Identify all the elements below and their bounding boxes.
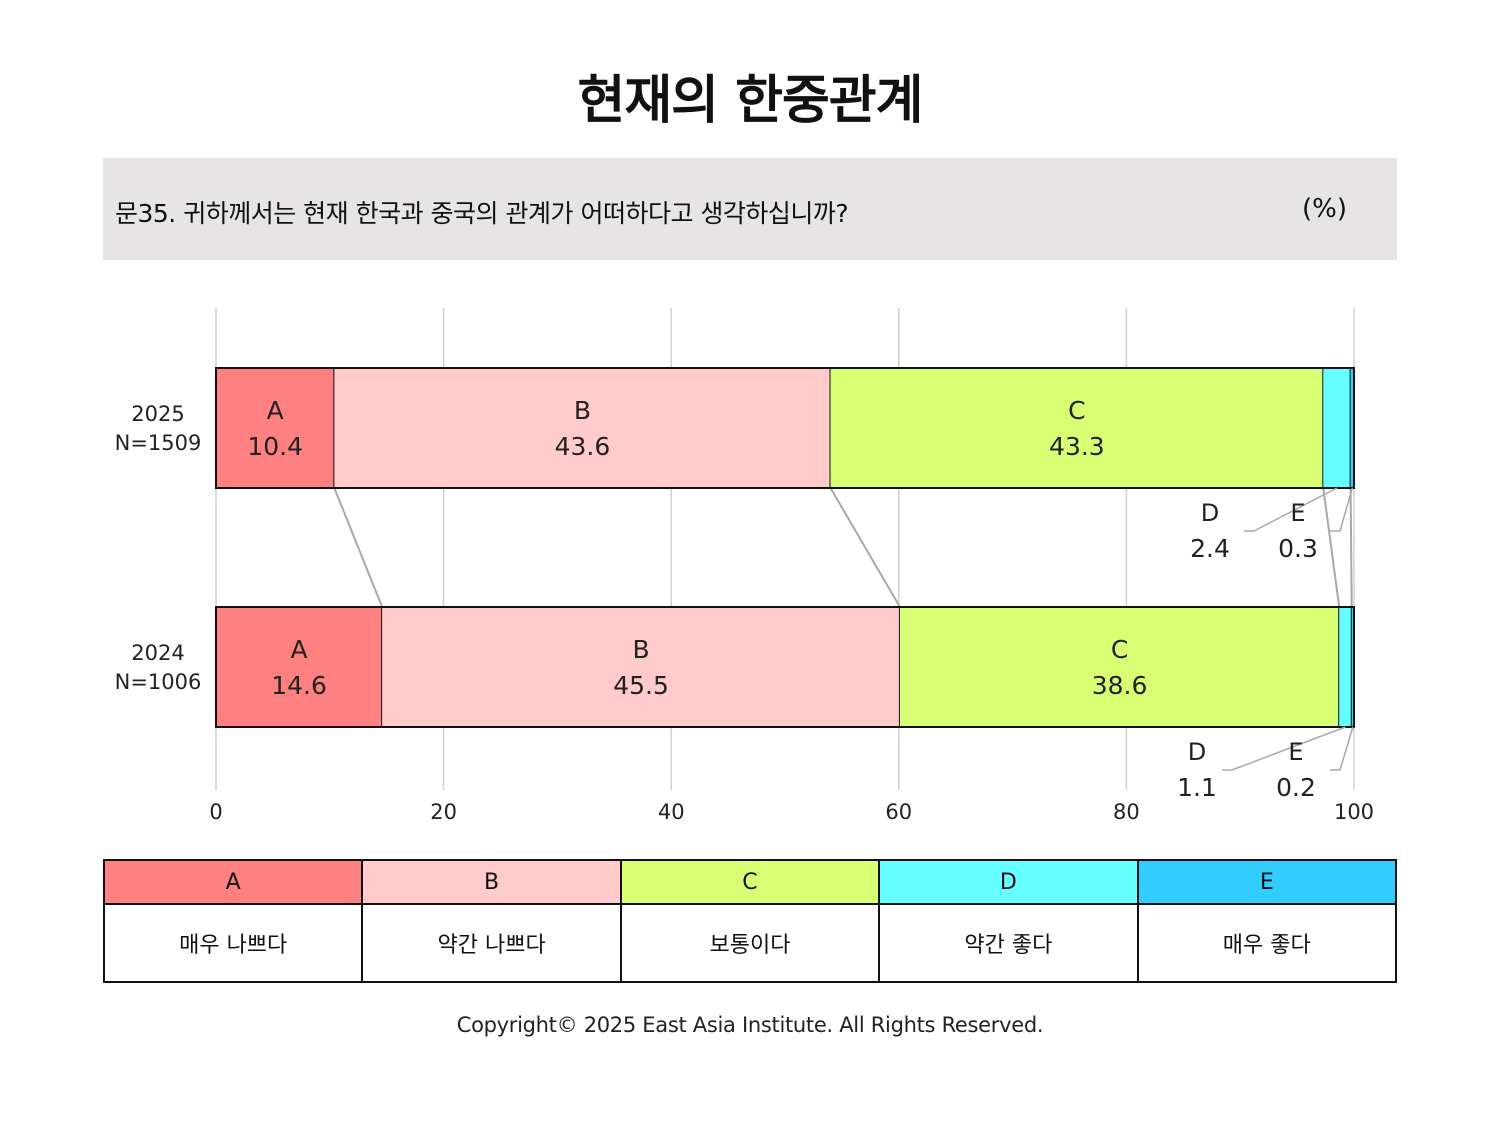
- legend-label-c: 보통이다: [619, 903, 881, 983]
- legend-label-d: 약간 좋다: [878, 903, 1139, 983]
- x-tick-label: 60: [885, 800, 912, 824]
- data-label: 43.6: [555, 432, 611, 461]
- callout-value-label: 1.1: [1177, 773, 1217, 802]
- segment-name-label: B: [632, 635, 649, 664]
- bar-segment: [1350, 368, 1354, 488]
- callout-value-label: 2.4: [1190, 534, 1230, 563]
- segment-name-label: A: [291, 635, 308, 664]
- bar-segment: [899, 607, 1340, 727]
- bar-segment: [216, 607, 383, 727]
- category-year-label: 2025: [131, 402, 184, 426]
- x-tick-label: 20: [430, 800, 457, 824]
- data-label: 14.6: [271, 671, 327, 700]
- bar-segment: [1323, 368, 1351, 488]
- callout-line: [1330, 487, 1354, 532]
- connector-line: [1349, 487, 1353, 608]
- bar-segment: [1339, 607, 1352, 727]
- segment-name-label: C: [1068, 396, 1085, 425]
- connector-line: [829, 487, 901, 608]
- callout-line: [1330, 726, 1354, 771]
- segment-name-label: C: [1111, 635, 1128, 664]
- connector-line: [333, 487, 384, 608]
- callout-value-label: 0.2: [1276, 773, 1316, 802]
- data-label: 38.6: [1092, 671, 1148, 700]
- x-tick-label: 0: [209, 800, 222, 824]
- legend-code-c: C: [619, 859, 881, 905]
- legend-code-b: B: [361, 859, 622, 905]
- chart-title: 현재의 한중관계: [577, 71, 924, 131]
- legend-code-e: E: [1136, 859, 1398, 905]
- legend-label-a: 매우 나쁘다: [102, 903, 364, 983]
- callout-name-label: E: [1290, 499, 1305, 527]
- category-n-label: N=1006: [115, 670, 202, 694]
- segment-name-label: B: [574, 396, 591, 425]
- x-tick-label: 40: [658, 800, 685, 824]
- legend-code-a: A: [102, 859, 364, 905]
- x-tick-label: 100: [1334, 800, 1374, 824]
- data-label: 43.3: [1049, 432, 1105, 461]
- data-label: 10.4: [247, 432, 303, 461]
- segment-name-label: A: [267, 396, 284, 425]
- legend-label-e: 매우 좋다: [1136, 903, 1398, 983]
- data-label: 45.5: [613, 671, 669, 700]
- callout-value-label: 0.3: [1278, 534, 1318, 563]
- callout-line: [1222, 726, 1346, 771]
- bar-outline: [215, 367, 1355, 489]
- callout-name-label: E: [1288, 738, 1303, 766]
- category-year-label: 2024: [131, 641, 184, 665]
- bar-segment: [216, 368, 335, 488]
- unit-label: (%): [1302, 194, 1347, 224]
- bar-segment: [334, 368, 831, 488]
- legend-table: A B C D E 매우 나쁘다 약간 나쁘다 보통이다 약간 좋다 매우 좋다: [102, 859, 1398, 983]
- question-box: 문35. 귀하께서는 현재 한국과 중국의 관계가 어떠하다고 생각하십니까? …: [103, 158, 1397, 260]
- legend-label-b: 약간 나쁘다: [361, 903, 622, 983]
- bar-segment: [1351, 607, 1354, 727]
- legend-code-d: D: [878, 859, 1139, 905]
- copyright-text: Copyright© 2025 East Asia Institute. All…: [456, 1013, 1044, 1037]
- connector-line: [1322, 487, 1341, 608]
- question-text: 문35. 귀하께서는 현재 한국과 중국의 관계가 어떠하다고 생각하십니까?: [115, 199, 849, 228]
- bar-segment: [830, 368, 1324, 488]
- bar-segment: [382, 607, 900, 727]
- bar-outline: [215, 606, 1355, 728]
- callout-line: [1244, 487, 1338, 532]
- callout-name-label: D: [1188, 738, 1206, 766]
- category-n-label: N=1509: [115, 431, 202, 455]
- x-tick-label: 80: [1113, 800, 1140, 824]
- stacked-bar-chart: 0 20 40 60 80 100 A 10.4 B 43.6 C 43.3 2025 N=1509 D 2.…: [115, 308, 1374, 824]
- callout-name-label: D: [1201, 499, 1219, 527]
